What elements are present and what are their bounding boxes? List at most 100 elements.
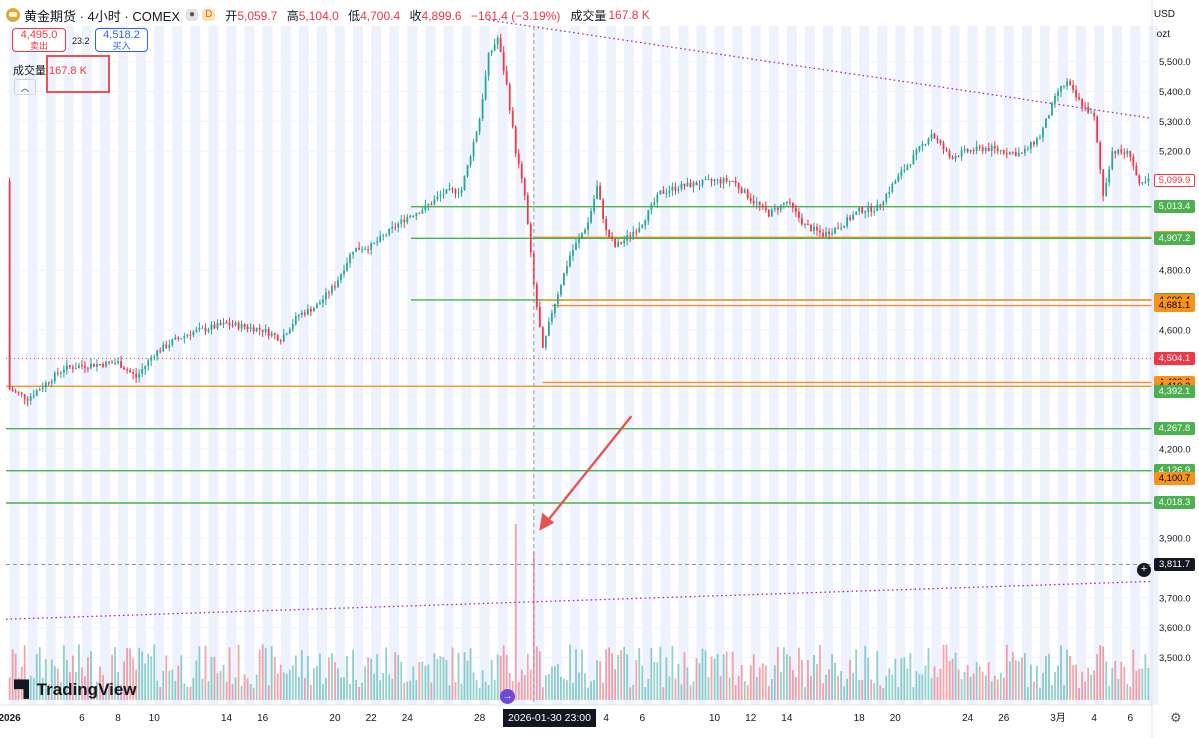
- volume-bar: [861, 680, 864, 700]
- volume-bar: [990, 681, 993, 700]
- volume-bar: [343, 677, 345, 700]
- candle-body: [632, 231, 635, 237]
- volume-bar: [891, 674, 894, 700]
- volume-bar: [361, 682, 363, 700]
- volume-bar: [1014, 660, 1017, 700]
- candle-body: [1011, 151, 1014, 153]
- candle-body: [418, 213, 421, 215]
- candle-body: [126, 369, 129, 371]
- candle-body: [891, 183, 894, 192]
- candle-body: [996, 148, 999, 151]
- candle-body: [249, 327, 252, 329]
- volume-bar: [822, 683, 824, 700]
- volume-bar: [400, 661, 403, 700]
- unit-selector[interactable]: ozt: [1156, 29, 1170, 40]
- candle-body: [379, 235, 382, 242]
- candle-body: [737, 183, 740, 189]
- settings-gear-icon[interactable]: ⚙: [1170, 710, 1182, 725]
- candle-body: [59, 372, 62, 374]
- volume-bar: [587, 687, 589, 700]
- currency-selector[interactable]: USD: [1153, 9, 1175, 20]
- volume-bar: [773, 665, 776, 700]
- candle-body: [150, 357, 153, 361]
- volume-bar: [29, 675, 32, 700]
- volume-indicator-legend: 成交量 167.8 K: [13, 65, 87, 77]
- candle-body: [391, 226, 394, 229]
- buy-button[interactable]: 4,518.2 买入: [95, 28, 148, 52]
- trendlines[interactable]: [5, 19, 1153, 620]
- volume-bar: [59, 682, 62, 700]
- candle-body: [469, 156, 472, 165]
- candle-body: [325, 292, 327, 300]
- go-to-date-icon[interactable]: →: [500, 689, 515, 704]
- candle-body: [999, 150, 1002, 152]
- candle-body: [903, 169, 906, 171]
- candle-body: [406, 216, 409, 223]
- candle-body: [1111, 151, 1114, 170]
- price-level-label: 4,018.3: [1154, 496, 1195, 510]
- sell-button[interactable]: 4,495.0 卖出: [12, 28, 66, 52]
- volume-bar: [322, 684, 324, 700]
- volume-bar: [1051, 685, 1053, 700]
- price-level-label: 4,100.7: [1154, 471, 1195, 485]
- candle-body: [35, 390, 38, 396]
- annotation-arrow[interactable]: [539, 415, 633, 531]
- candle-body: [828, 231, 830, 235]
- candle-body: [291, 324, 294, 330]
- volume-bar: [210, 656, 213, 700]
- candle-body: [490, 50, 493, 53]
- volume-bar: [487, 684, 490, 700]
- candle-body: [111, 362, 113, 364]
- candle-body: [41, 387, 44, 390]
- chevron-up-icon[interactable]: ︿: [14, 79, 36, 95]
- candle-body: [840, 227, 843, 229]
- volume-bar: [14, 653, 17, 700]
- volume-bar: [252, 687, 255, 700]
- candle-body: [376, 241, 379, 243]
- candle-body: [665, 192, 668, 194]
- volume-bar: [831, 654, 833, 700]
- volume-bar: [222, 664, 225, 700]
- candle-body: [635, 231, 638, 233]
- candle-body: [1075, 89, 1077, 98]
- volume-bar: [273, 656, 276, 700]
- volume-bar: [424, 665, 427, 700]
- candle-body: [954, 155, 957, 159]
- volume-bar: [126, 648, 129, 700]
- candle-body: [315, 304, 318, 309]
- volume-bar: [493, 679, 496, 700]
- candle-body: [11, 389, 14, 392]
- volume-bar: [349, 683, 351, 700]
- candle-body: [20, 392, 23, 395]
- candle-body: [117, 361, 119, 364]
- volume-bar: [1054, 672, 1056, 700]
- price-level-label: 4,392.1: [1154, 385, 1195, 399]
- volume-bar: [451, 647, 454, 700]
- volume-bar: [141, 651, 144, 700]
- candle-body: [825, 231, 827, 237]
- volume-bar: [764, 665, 767, 700]
- candle-body: [38, 389, 41, 391]
- volume-bar: [593, 679, 595, 700]
- volume-bar: [418, 662, 421, 700]
- volume-bar: [38, 647, 41, 700]
- candle-body: [207, 329, 210, 332]
- y-axis-tick-label: 4,600.0: [1159, 325, 1191, 336]
- delayed-badge[interactable]: D: [202, 9, 216, 21]
- candle-body: [159, 350, 162, 352]
- candle-body: [1057, 91, 1059, 96]
- candle-body: [978, 146, 981, 148]
- candle-body: [1020, 152, 1023, 154]
- horizontal-level-lines[interactable]: [6, 205, 1152, 504]
- volume-bar: [1129, 686, 1132, 700]
- symbol-title[interactable]: 黄金期货 · 4小时 · COMEX: [24, 8, 181, 24]
- candle-body: [680, 183, 683, 190]
- volume-bar: [276, 673, 279, 700]
- crosshair: [6, 26, 1152, 705]
- candle-body: [599, 185, 601, 200]
- volume-bar: [219, 670, 222, 700]
- volume-bar: [90, 651, 92, 700]
- candle-body: [276, 335, 279, 341]
- add-alert-icon[interactable]: +: [1137, 563, 1151, 577]
